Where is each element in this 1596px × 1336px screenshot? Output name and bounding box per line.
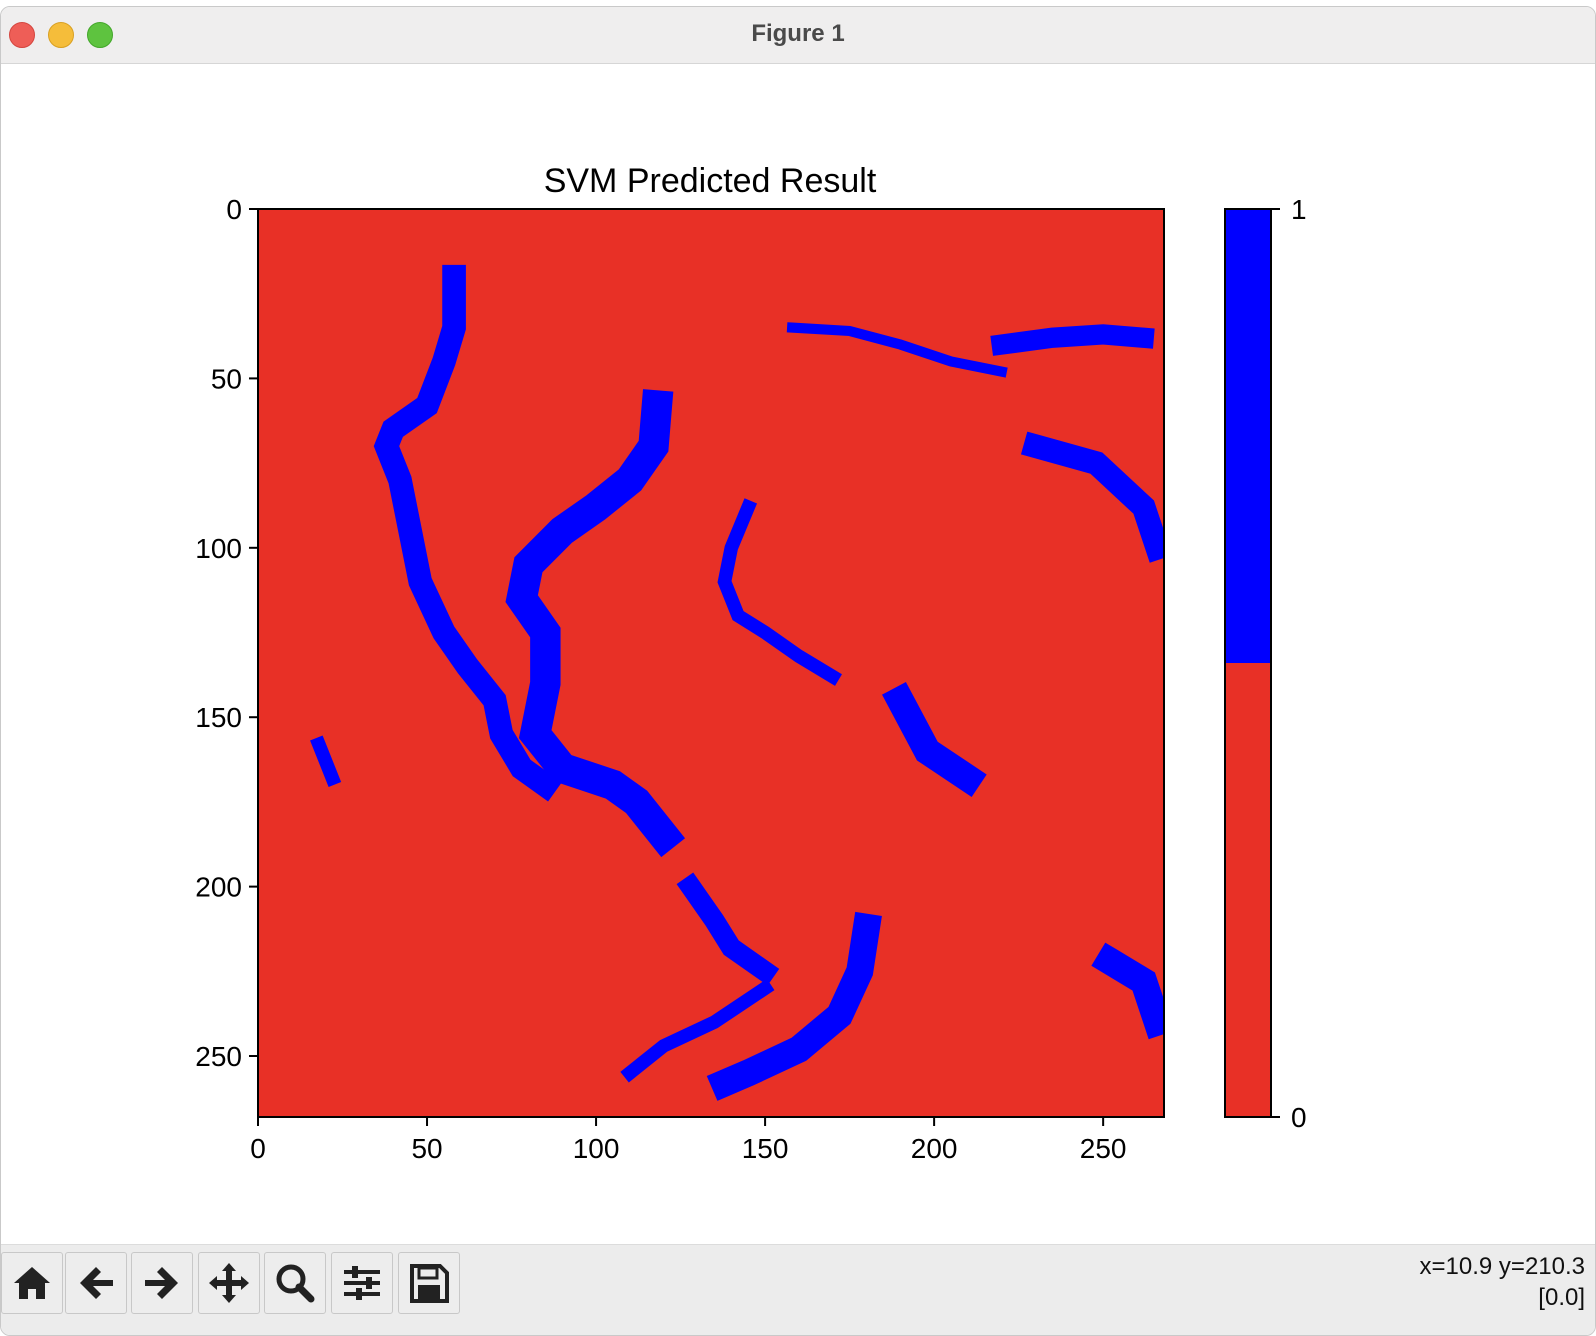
plot-svg: SVM Predicted Result 0 50 100 150 200 250 0 50… <box>195 162 1307 1164</box>
magnifier-icon <box>276 1264 315 1303</box>
colorbar-tick-label: 0 <box>1291 1102 1307 1133</box>
class-1-region <box>1091 942 1164 1040</box>
cursor-coordinates: x=10.9 y=210.3 [0.0] <box>1420 1251 1585 1313</box>
class-1-region <box>882 681 987 797</box>
class-1-region <box>310 735 342 787</box>
x-tick-label: 200 <box>911 1133 958 1164</box>
x-tick-label: 100 <box>573 1133 620 1164</box>
colorbar: 01 <box>1224 194 1307 1133</box>
y-tick-label: 0 <box>226 194 242 225</box>
class-1-region <box>706 911 882 1101</box>
minimize-window-button[interactable] <box>48 22 74 48</box>
axes-frame <box>257 208 1165 1118</box>
class-0-background <box>258 209 1164 1117</box>
sliders-icon <box>344 1266 380 1300</box>
forward-button[interactable] <box>131 1252 193 1314</box>
class-1-region <box>620 978 775 1083</box>
colorbar-frame <box>1224 208 1272 1118</box>
y-tick-label: 250 <box>195 1041 242 1072</box>
close-window-button[interactable] <box>9 22 35 48</box>
chart-title: SVM Predicted Result <box>544 162 877 200</box>
colorbar-class-0 <box>1225 663 1271 1117</box>
x-tick-label: 150 <box>742 1133 789 1164</box>
back-button[interactable] <box>65 1252 127 1314</box>
window-title: Figure 1 <box>751 20 845 47</box>
save-button[interactable] <box>398 1252 460 1314</box>
colorbar-tick-label: 1 <box>1291 194 1307 225</box>
floppy-disk-icon <box>410 1264 449 1303</box>
zoom-window-button[interactable] <box>87 22 113 48</box>
colorbar-class-1 <box>1225 209 1271 663</box>
configure-subplots-button[interactable] <box>331 1252 393 1314</box>
title-bar: Figure 1 <box>1 7 1595 64</box>
x-tick-label: 50 <box>411 1133 442 1164</box>
home-button[interactable] <box>1 1252 63 1314</box>
y-tick-label: 150 <box>195 702 242 733</box>
x-tick-label: 250 <box>1080 1133 1127 1164</box>
navigation-toolbar: x=10.9 y=210.3 [0.0] <box>1 1244 1595 1335</box>
class-1-region <box>505 389 686 858</box>
home-icon <box>14 1267 50 1299</box>
x-tick-label: 0 <box>250 1133 266 1164</box>
y-tick-label: 200 <box>195 872 242 903</box>
heatmap-image <box>258 209 1164 1117</box>
y-tick-label: 50 <box>211 363 242 394</box>
coords-value: [0.0] <box>1538 1284 1585 1311</box>
figure-window: Figure 1 SVM Predicted Result 0 50 100 150 2… <box>0 6 1596 1336</box>
coords-xy: x=10.9 y=210.3 <box>1419 1253 1585 1280</box>
class-1-region <box>786 322 1008 378</box>
arrow-left-icon <box>80 1267 113 1299</box>
y-axis: 0 50 100 150 200 250 <box>195 194 258 1072</box>
y-tick-label: 100 <box>195 533 242 564</box>
class-1-region <box>1020 431 1164 563</box>
arrow-right-icon <box>145 1267 178 1299</box>
class-1-region <box>373 264 562 802</box>
class-1-region <box>717 498 842 686</box>
move-icon <box>209 1263 249 1303</box>
zoom-button[interactable] <box>264 1252 326 1314</box>
pan-button[interactable] <box>198 1252 260 1314</box>
class-1-region <box>990 324 1155 356</box>
x-axis: 0 50 100 150 200 250 <box>250 1117 1127 1164</box>
figure-canvas[interactable]: SVM Predicted Result 0 50 100 150 200 250 0 50… <box>1 64 1595 1244</box>
class-1-region <box>676 872 780 986</box>
